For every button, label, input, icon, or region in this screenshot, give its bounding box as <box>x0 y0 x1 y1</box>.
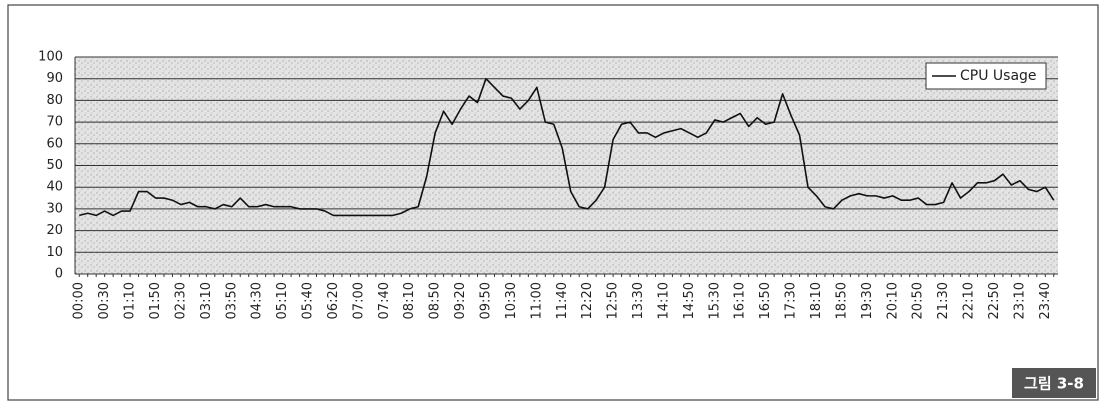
x-tick-label: 05:40 <box>301 282 316 319</box>
x-tick-label: 07:40 <box>377 282 392 319</box>
x-tick-label: 17:30 <box>784 282 799 319</box>
x-tick-label: 19:30 <box>860 282 875 319</box>
x-tick-label: 00:30 <box>97 282 112 319</box>
x-tick-label: 06:20 <box>326 282 341 319</box>
x-tick-label: 04:30 <box>250 282 265 319</box>
x-tick-label: 18:10 <box>809 282 824 319</box>
figure-badge <box>1012 368 1096 398</box>
y-tick-label: 40 <box>46 180 63 195</box>
y-tick-label: 70 <box>46 115 63 130</box>
x-tick-label: 11:40 <box>555 282 570 319</box>
y-tick-label: 100 <box>38 50 63 65</box>
y-tick-label: 50 <box>46 158 63 173</box>
chart-layer: 0 10 20 30 40 50 60 70 80 90 100 00:00 00:30 01:10 01:… <box>38 50 1058 319</box>
y-tick-label: 90 <box>46 71 63 86</box>
y-tick-label: 80 <box>46 93 63 108</box>
frame <box>7 4 1099 401</box>
x-tick-label: 16:50 <box>758 282 773 319</box>
x-tick-label: 18:50 <box>834 282 849 319</box>
x-tick-label: 23:40 <box>1038 282 1053 319</box>
x-tick-label: 02:30 <box>173 282 188 319</box>
x-tick-label: 20:10 <box>885 282 900 319</box>
x-tick-label: 08:10 <box>402 282 417 319</box>
y-tick-label: 60 <box>46 136 63 151</box>
x-tick-label: 12:20 <box>580 282 595 319</box>
figure-label: 그림 3-8 <box>1024 375 1084 393</box>
x-tick-label: 21:30 <box>936 282 951 319</box>
x-tick-label: 08:50 <box>428 282 443 319</box>
x-tick-label: 03:10 <box>199 282 214 319</box>
x-tick-label: 03:50 <box>224 282 239 319</box>
x-tick-label: 07:00 <box>351 282 366 319</box>
legend-label: CPU Usage <box>960 68 1037 84</box>
x-tick-label: 22:50 <box>987 282 1002 319</box>
data-line <box>79 77 1055 217</box>
x-tick-label: 11:00 <box>529 282 544 319</box>
x-tick-label: 20:50 <box>911 282 926 319</box>
x-tick-label: 00:00 <box>72 282 87 319</box>
x-tick-label: 14:10 <box>656 282 671 319</box>
x-tick-label: 09:20 <box>453 282 468 319</box>
x-tick-label: 23:10 <box>1012 282 1027 319</box>
y-tick-label: 10 <box>46 245 63 260</box>
y-tick-label: 20 <box>46 223 63 238</box>
x-tick-label: 10:30 <box>504 282 519 319</box>
x-tick-label: 05:10 <box>275 282 290 319</box>
x-tick-label: 01:10 <box>123 282 138 319</box>
y-tick-label: 30 <box>46 201 63 216</box>
y-tick-label: 0 <box>55 267 63 282</box>
x-tick-label: 09:50 <box>478 282 493 319</box>
x-tick-label: 12:50 <box>606 282 621 319</box>
x-tick-label: 15:30 <box>707 282 722 319</box>
x-tick-label: 01:50 <box>148 282 163 319</box>
x-tick-label: 13:30 <box>631 282 646 319</box>
x-tick-label: 16:10 <box>733 282 748 319</box>
x-tick-label: 22:10 <box>962 282 977 319</box>
x-tick-label: 14:50 <box>682 282 697 319</box>
